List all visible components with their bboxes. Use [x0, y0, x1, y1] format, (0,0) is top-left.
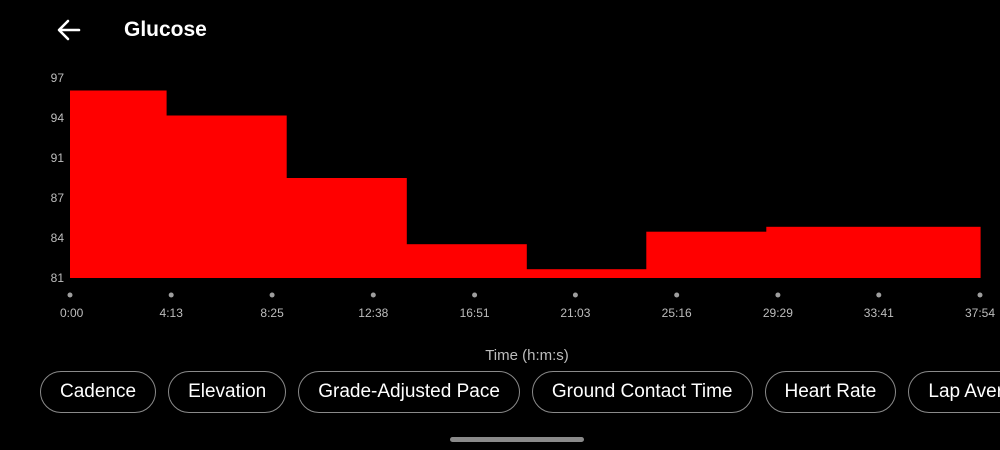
glucose-segment-4 — [406, 244, 527, 278]
x-axis-title: Time (h:m:s) — [485, 347, 569, 364]
x-tick-label: 21:03 — [560, 306, 590, 320]
x-tick-dot — [168, 292, 174, 298]
y-tick-label: 97 — [51, 71, 65, 85]
y-tick-label: 81 — [51, 271, 65, 285]
x-tick-label: 16:51 — [460, 306, 490, 320]
x-tick-label: 37:54 — [965, 306, 995, 320]
glucose-segment-2 — [166, 115, 287, 278]
metric-chip-elevation[interactable]: Elevation — [168, 371, 287, 413]
y-tick-label: 94 — [51, 111, 65, 125]
metric-chip-lap-average[interactable]: Lap Average — [908, 371, 1000, 413]
x-tick-label: 4:13 — [160, 306, 184, 320]
x-axis: 0:00 4:13 8:25 12:38 16:51 21:03 25:16 29:29 33:… — [60, 292, 995, 320]
glucose-step-chart: 97 94 91 87 84 81 0:00 4:13 8:25 12:38 16:51 21:03… — [51, 71, 996, 320]
y-axis: 97 94 91 87 84 81 — [51, 71, 65, 285]
back-button[interactable] — [50, 10, 88, 50]
glucose-segment-5 — [526, 269, 647, 278]
x-tick-label: 25:16 — [662, 306, 692, 320]
x-tick-dot — [674, 292, 680, 298]
x-tick-dot — [775, 292, 781, 298]
chart-series-glucose — [70, 90, 981, 278]
x-tick-dot — [370, 292, 376, 298]
arrow-left-icon — [57, 19, 81, 41]
x-tick-label: 12:38 — [358, 306, 388, 320]
metric-chip-row: Cadence Elevation Grade-Adjusted Pace Groun… — [40, 371, 1000, 413]
home-indicator[interactable] — [450, 437, 584, 442]
y-tick-label: 84 — [51, 231, 65, 245]
x-tick-dot — [876, 292, 882, 298]
metric-chip-cadence[interactable]: Cadence — [40, 371, 157, 413]
x-tick-dot — [472, 292, 478, 298]
x-tick-label: 0:00 — [60, 306, 84, 320]
glucose-segment-1 — [70, 90, 167, 278]
y-tick-label: 91 — [51, 151, 65, 165]
y-tick-label: 87 — [51, 191, 65, 205]
x-tick-dot — [977, 292, 983, 298]
x-tick-label: 33:41 — [864, 306, 894, 320]
glucose-segment-3 — [286, 178, 407, 278]
glucose-segment-7 — [766, 226, 981, 278]
metric-chip-grade-adjusted-pace[interactable]: Grade-Adjusted Pace — [298, 371, 520, 413]
x-tick-label: 8:25 — [260, 306, 284, 320]
glucose-segment-6 — [646, 231, 767, 278]
page-title: Glucose — [124, 18, 207, 41]
x-tick-dot — [572, 292, 578, 298]
metric-chip-heart-rate[interactable]: Heart Rate — [764, 371, 897, 413]
metric-chip-ground-contact-time[interactable]: Ground Contact Time — [531, 371, 753, 413]
x-tick-dot — [269, 292, 275, 298]
x-tick-dot — [67, 292, 73, 298]
x-tick-label: 29:29 — [763, 306, 793, 320]
